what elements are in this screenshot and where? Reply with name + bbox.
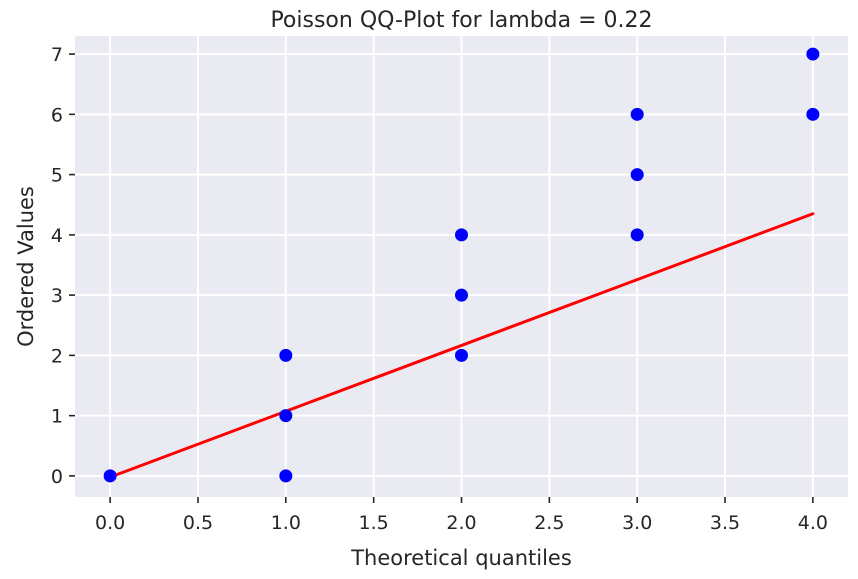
axis-ticks: 0.0 0.5 1.0 1.5 2.0 2.5 3.0 3.5 4.0 0 1 2 3 4 5 6 7 <box>51 44 828 534</box>
data-point <box>806 47 820 61</box>
x-tick-label: 1.5 <box>359 512 389 534</box>
y-tick-label: 7 <box>51 44 63 66</box>
x-tick-label: 2.5 <box>534 512 564 534</box>
data-point <box>279 469 293 483</box>
y-tick-label: 6 <box>51 104 63 126</box>
x-tick-label: 3.0 <box>622 512 652 534</box>
data-point <box>279 348 293 362</box>
data-point <box>630 107 644 121</box>
chart-title: Poisson QQ-Plot for lambda = 0.22 <box>270 8 652 33</box>
x-tick-label: 4.0 <box>798 512 828 534</box>
y-tick-label: 0 <box>51 466 63 488</box>
y-tick-label: 1 <box>51 406 63 428</box>
x-tick-label: 2.0 <box>446 512 476 534</box>
data-point <box>630 228 644 242</box>
data-points <box>103 47 820 483</box>
x-tick-label: 1.0 <box>271 512 301 534</box>
y-tick-label: 3 <box>51 285 63 307</box>
data-point <box>455 348 468 362</box>
x-tick-label: 0.5 <box>183 512 213 534</box>
data-point <box>103 469 117 483</box>
data-point <box>455 288 468 302</box>
y-axis-label: Ordered Values <box>14 186 38 347</box>
data-point <box>630 168 644 182</box>
y-tick-label: 2 <box>51 345 63 367</box>
data-point <box>455 228 468 242</box>
data-point <box>806 107 820 121</box>
x-tick-label: 3.5 <box>710 512 740 534</box>
fit-line <box>108 212 815 479</box>
x-axis-label: Theoretical quantiles <box>350 546 572 570</box>
x-tick-label: 0.0 <box>95 512 125 534</box>
fit-line-layer <box>108 212 815 479</box>
y-tick-label: 4 <box>51 225 63 247</box>
data-point <box>279 409 293 423</box>
y-tick-label: 5 <box>51 165 63 187</box>
